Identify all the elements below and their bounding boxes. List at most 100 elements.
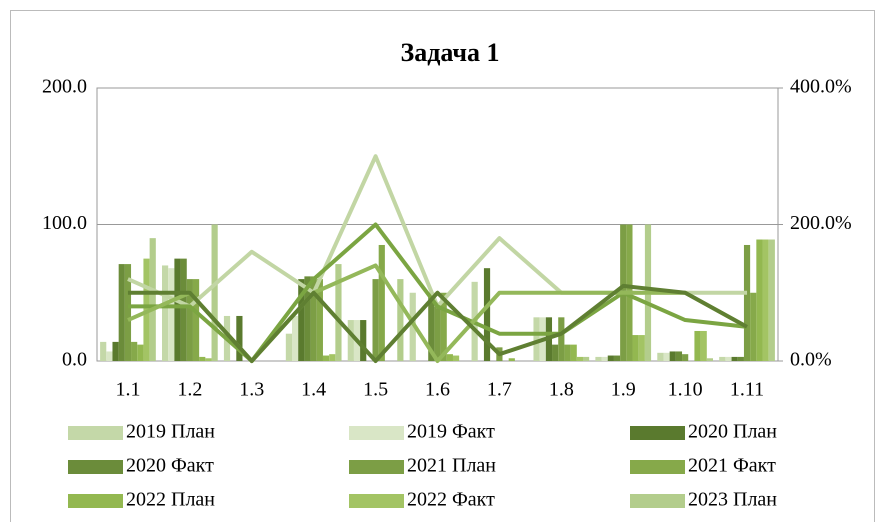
x-tick-label: 1.8 [549, 379, 574, 401]
legend-swatch [349, 460, 404, 474]
bar [409, 292, 416, 361]
bar [428, 292, 435, 361]
bar [750, 292, 757, 361]
bar [762, 239, 769, 361]
bar [131, 341, 138, 361]
y2-tick-label: 200.0% [790, 212, 852, 234]
legend-swatch [349, 426, 404, 440]
bar [397, 279, 404, 361]
line [127, 283, 749, 363]
bar [743, 244, 751, 361]
bar [335, 264, 342, 361]
legend-label: 2023 План [688, 489, 777, 511]
bar [558, 317, 565, 361]
legend-label: 2020 План [688, 421, 777, 443]
legend-swatch [630, 460, 685, 474]
line [127, 222, 748, 363]
bar [570, 344, 577, 361]
bar [601, 356, 608, 361]
legend-label: 2022 Факт [407, 489, 495, 511]
x-tick-label: 1.6 [425, 379, 450, 401]
x-tick-label: 1.5 [363, 379, 388, 401]
bar [669, 351, 676, 361]
bar [162, 265, 169, 361]
bar [508, 358, 515, 361]
y-tick-label: 200.0 [42, 76, 87, 98]
bar [378, 244, 385, 361]
bar [304, 276, 311, 361]
y2-tick-label: 0.0% [790, 349, 832, 371]
legend-label: 2022 План [126, 489, 215, 511]
y-tick-label: 100.0 [42, 212, 87, 234]
bar [582, 356, 590, 361]
bar [372, 279, 379, 361]
bar [682, 354, 689, 361]
legend-swatch [630, 494, 685, 508]
bar [613, 355, 621, 361]
bar [149, 238, 156, 361]
bar [192, 279, 200, 361]
bar [322, 355, 330, 361]
y-tick-label: 0.0 [62, 349, 87, 371]
bar [725, 356, 732, 361]
bar [446, 354, 453, 361]
bar [607, 355, 614, 361]
x-tick-label: 1.10 [668, 379, 703, 401]
bar [576, 356, 583, 361]
x-tick-label: 1.7 [487, 379, 512, 401]
bar [292, 315, 299, 361]
bar [638, 335, 645, 361]
bar [768, 239, 775, 361]
bar [199, 356, 206, 361]
bar [316, 279, 323, 361]
bar [174, 258, 181, 361]
bar [552, 344, 559, 361]
bar [632, 335, 639, 361]
bar [298, 279, 305, 361]
x-tick-label: 1.3 [239, 379, 264, 401]
bar [533, 317, 540, 361]
legend-label: 2019 Факт [407, 421, 495, 443]
bar [137, 344, 144, 361]
bar [180, 258, 187, 361]
bar [595, 356, 602, 361]
y2-tick-label: 400.0% [790, 76, 852, 98]
legend-swatch [68, 426, 123, 440]
bar [706, 358, 713, 361]
bar [100, 341, 107, 361]
x-tick-label: 1.1 [115, 379, 140, 401]
legend-label: 2021 Факт [688, 455, 776, 477]
bar [737, 356, 744, 361]
legend-swatch [349, 494, 404, 508]
legend-label: 2019 План [126, 421, 215, 443]
bar [310, 276, 317, 361]
bar [329, 354, 336, 361]
bar [124, 264, 132, 361]
bar [731, 356, 738, 361]
bar [186, 279, 193, 361]
bar [452, 355, 460, 361]
bar [347, 320, 354, 361]
legend-label: 2021 План [407, 455, 496, 477]
bar [694, 330, 701, 361]
bar [440, 292, 447, 361]
x-tick-label: 1.9 [611, 379, 636, 401]
bar [236, 315, 243, 361]
bar [756, 239, 763, 361]
legend-swatch [68, 460, 123, 474]
bar [205, 358, 212, 361]
bar [700, 330, 707, 361]
bar [719, 356, 726, 361]
bar [285, 333, 293, 361]
bar [657, 352, 664, 361]
legend-swatch [68, 494, 123, 508]
legend-swatch [630, 426, 685, 440]
x-tick-label: 1.4 [301, 379, 326, 401]
bar [675, 351, 683, 361]
x-tick-label: 1.2 [177, 379, 202, 401]
bar [483, 268, 491, 361]
bar [434, 306, 441, 361]
bar [168, 268, 175, 361]
bar [118, 264, 125, 361]
